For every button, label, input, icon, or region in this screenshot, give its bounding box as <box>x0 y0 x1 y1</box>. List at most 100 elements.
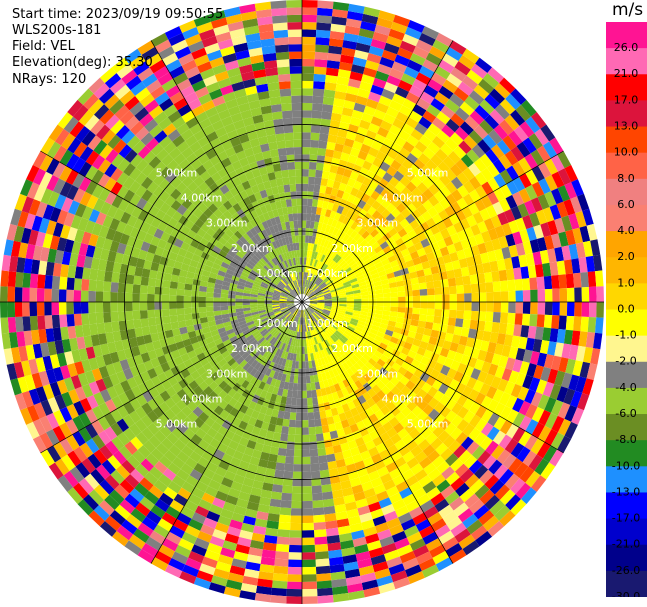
velocity-gate <box>388 227 398 237</box>
velocity-gate <box>334 255 342 264</box>
velocity-gate <box>176 469 190 482</box>
velocity-gate <box>259 496 271 506</box>
velocity-gate <box>192 406 204 418</box>
velocity-gate <box>315 351 321 360</box>
velocity-gate <box>463 310 472 320</box>
velocity-gate <box>426 281 435 289</box>
velocity-gate <box>52 366 64 382</box>
velocity-gate <box>10 208 22 226</box>
velocity-gate <box>329 312 337 318</box>
velocity-gate <box>571 330 581 346</box>
velocity-gate <box>346 246 355 255</box>
velocity-gate <box>208 582 226 594</box>
velocity-gate <box>203 349 213 358</box>
velocity-gate <box>323 265 331 273</box>
velocity-gate <box>209 535 225 548</box>
velocity-gate <box>491 353 502 366</box>
velocity-gate <box>573 272 582 288</box>
velocity-gate <box>451 189 463 202</box>
velocity-gate <box>302 286 305 295</box>
velocity-gate <box>245 382 254 392</box>
velocity-gate <box>317 396 324 405</box>
velocity-gate <box>230 361 240 371</box>
velocity-gate <box>208 192 219 204</box>
velocity-gate <box>73 141 88 158</box>
velocity-gate <box>148 156 162 169</box>
velocity-gate <box>236 376 246 386</box>
velocity-gate <box>270 328 277 336</box>
velocity-gate <box>431 379 443 391</box>
velocity-gate <box>124 493 140 509</box>
velocity-gate <box>257 578 273 588</box>
velocity-gate <box>56 237 68 252</box>
velocity-gate <box>365 246 374 255</box>
velocity-gate <box>257 299 265 302</box>
velocity-gate <box>561 343 572 359</box>
velocity-gate <box>246 365 255 374</box>
velocity-gate <box>116 221 127 234</box>
velocity-gate <box>407 265 417 274</box>
velocity-gate <box>493 124 509 140</box>
velocity-gate <box>112 230 123 243</box>
velocity-gate <box>241 140 252 151</box>
velocity-gate <box>180 353 191 363</box>
velocity-gate <box>397 462 411 475</box>
velocity-gate <box>474 418 488 432</box>
velocity-gate <box>285 336 291 345</box>
velocity-gate <box>237 536 252 548</box>
velocity-gate <box>180 85 195 98</box>
velocity-gate <box>459 101 475 116</box>
velocity-gate <box>214 522 230 534</box>
velocity-gate <box>334 350 342 359</box>
velocity-gate <box>346 299 355 302</box>
velocity-gate <box>514 278 523 291</box>
velocity-gate <box>181 110 196 123</box>
velocity-gate <box>449 427 463 441</box>
velocity-gate <box>101 129 116 145</box>
velocity-gate <box>104 73 122 89</box>
velocity-gate <box>427 141 441 155</box>
velocity-gate <box>26 404 40 422</box>
velocity-gate <box>362 136 375 147</box>
velocity-gate <box>430 98 445 112</box>
velocity-gate <box>536 314 545 328</box>
velocity-gate <box>413 241 424 251</box>
velocity-gate <box>164 195 176 207</box>
velocity-gate <box>439 173 452 186</box>
velocity-gate <box>379 161 391 173</box>
velocity-gate <box>235 264 245 272</box>
velocity-gate <box>426 343 436 353</box>
velocity-gate <box>256 324 265 331</box>
colorbar-segment <box>606 544 647 572</box>
velocity-gate <box>269 259 276 268</box>
velocity-gate <box>196 570 214 583</box>
velocity-gate <box>400 208 412 219</box>
velocity-gate <box>244 265 253 273</box>
velocity-gate <box>349 365 358 374</box>
velocity-gate <box>74 203 87 218</box>
velocity-gate <box>219 331 228 339</box>
velocity-gate <box>320 254 326 263</box>
velocity-gate <box>341 47 356 57</box>
velocity-gate <box>406 192 418 204</box>
velocity-gate <box>470 525 488 541</box>
velocity-gate <box>277 147 287 157</box>
velocity-gate <box>129 101 145 116</box>
velocity-gate <box>285 251 291 260</box>
velocity-gate <box>302 508 314 516</box>
velocity-gate <box>248 47 263 57</box>
velocity-gate <box>241 164 252 174</box>
velocity-gate <box>197 530 213 543</box>
velocity-gate <box>341 387 350 397</box>
velocity-gate <box>272 386 280 395</box>
velocity-gate <box>188 380 199 391</box>
velocity-gate <box>154 309 163 318</box>
velocity-gate <box>464 473 480 489</box>
velocity-gate <box>277 447 287 457</box>
velocity-gate <box>176 388 188 400</box>
velocity-gate <box>304 309 309 317</box>
velocity-gate <box>119 110 135 125</box>
velocity-gate <box>308 281 314 289</box>
velocity-gate <box>299 346 302 355</box>
velocity-gate <box>219 371 229 381</box>
